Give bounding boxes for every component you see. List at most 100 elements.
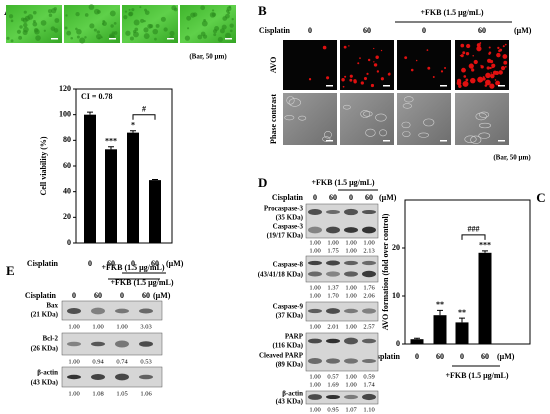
avo-dot xyxy=(461,67,466,73)
quantification: 1.70 xyxy=(327,292,338,299)
avo-dot xyxy=(497,46,500,50)
treatment-label: Cisplatin xyxy=(272,193,304,202)
y-tick-label: 100 xyxy=(59,109,71,118)
avo-dot xyxy=(486,73,489,76)
bar xyxy=(433,315,447,344)
category-label: 60 xyxy=(151,259,159,268)
band xyxy=(91,341,105,347)
phase-cell xyxy=(423,118,435,127)
avo-dot xyxy=(380,49,383,52)
cell xyxy=(211,12,217,17)
cell xyxy=(134,27,139,32)
cell xyxy=(123,15,128,20)
group-label: +FKB (1.5 μg/mL) xyxy=(101,263,164,272)
avo-dot xyxy=(476,46,482,52)
cell xyxy=(147,23,153,29)
category-label: 0 xyxy=(131,259,135,268)
band xyxy=(308,338,322,344)
band xyxy=(115,373,129,381)
cell xyxy=(88,4,95,10)
dose-label: 0 xyxy=(313,193,317,202)
cell xyxy=(96,33,102,40)
cell xyxy=(212,29,218,34)
cell xyxy=(128,11,133,17)
blot-label: (43/41/18 KDa) xyxy=(258,271,304,279)
error-bar xyxy=(130,130,136,133)
avo-dot xyxy=(462,80,469,87)
category-label: 60 xyxy=(481,352,489,361)
avo-dot xyxy=(460,43,465,48)
avo-dot xyxy=(349,74,353,78)
cell xyxy=(169,35,174,41)
quantification: 1.00 xyxy=(309,292,320,299)
avo-dot xyxy=(308,78,312,81)
band xyxy=(344,358,358,364)
blot-label: (19/17 KDa) xyxy=(267,232,304,240)
error-bar xyxy=(152,178,158,181)
avo-dot xyxy=(440,70,444,73)
quantification: 3.03 xyxy=(140,323,151,330)
unit-label: (μM) xyxy=(514,26,532,35)
avo-dot xyxy=(489,83,495,89)
avo-dot xyxy=(359,57,361,60)
y-tick-label: 20 xyxy=(63,212,71,221)
cell xyxy=(6,36,10,40)
category-label: 0 xyxy=(460,352,464,361)
band xyxy=(308,226,322,234)
y-tick-label: 20 xyxy=(392,243,400,252)
blot-label: (35 KDa) xyxy=(276,214,304,222)
group-label: +FKB (1.5 μg/mL) xyxy=(110,278,173,287)
avo-dot xyxy=(360,81,364,85)
avo-dot xyxy=(388,72,391,75)
avo-dot xyxy=(444,66,447,70)
phase-cell xyxy=(360,110,371,118)
scale-note: (Bar, 50 μm) xyxy=(493,154,531,162)
avo-image xyxy=(283,40,337,90)
avo-dot xyxy=(353,80,357,84)
avo-dot xyxy=(366,72,369,75)
avo-dot xyxy=(495,80,501,86)
cell xyxy=(18,35,23,40)
blot xyxy=(61,332,163,356)
avo-dot xyxy=(498,70,503,75)
avo-dot xyxy=(432,75,435,78)
cell xyxy=(10,19,14,23)
group-label: +FKB (1.5 μg/mL) xyxy=(445,371,508,380)
cell xyxy=(43,29,46,32)
quantification: 2.01 xyxy=(327,323,338,330)
avo-dot xyxy=(410,68,414,72)
cell xyxy=(160,16,166,22)
band xyxy=(326,338,340,344)
cell xyxy=(76,35,80,39)
cell xyxy=(23,22,28,28)
band xyxy=(67,307,81,315)
scale-bar xyxy=(498,85,505,87)
dose-label: 60 xyxy=(142,291,150,300)
y-axis-label: Cell viability (%) xyxy=(39,136,48,195)
avo-dot xyxy=(504,43,507,46)
cell xyxy=(219,28,225,34)
bar xyxy=(84,114,96,244)
avo-dot xyxy=(326,76,330,80)
treatment-label: Cisplatin xyxy=(27,259,59,268)
bracket-label: # xyxy=(142,105,146,114)
band xyxy=(362,209,376,215)
avo-dot xyxy=(344,75,347,78)
avo-dot xyxy=(367,58,371,62)
avo-dot xyxy=(503,60,508,65)
cell xyxy=(16,29,22,34)
band xyxy=(308,271,322,277)
cell xyxy=(96,30,100,34)
avo-dot xyxy=(404,56,408,60)
treatment-label: Cisplatin xyxy=(259,26,291,35)
cell xyxy=(152,28,159,35)
avo-dot xyxy=(468,63,474,69)
blot-label: Caspase-9 xyxy=(273,303,304,311)
band xyxy=(362,270,376,278)
blot-label: Bcl-2 xyxy=(42,335,58,343)
quantification: 1.75 xyxy=(327,247,338,254)
band xyxy=(344,308,358,314)
avo-dot xyxy=(502,45,505,48)
cell xyxy=(129,36,134,41)
